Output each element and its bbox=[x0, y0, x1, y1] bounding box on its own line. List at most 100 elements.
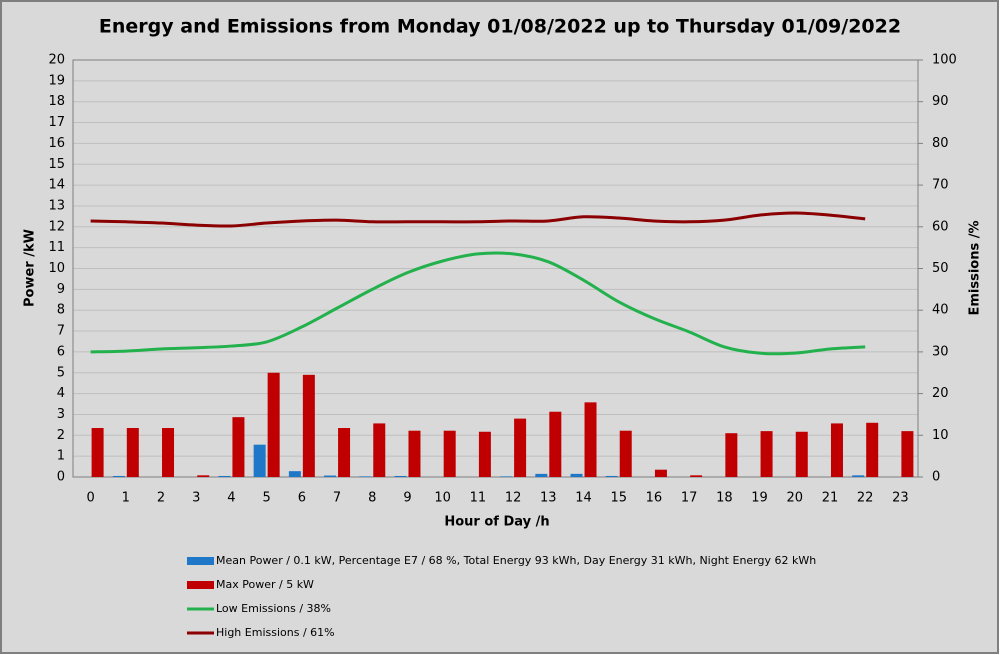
y2-tick-label: 10 bbox=[932, 428, 949, 443]
bar bbox=[443, 430, 456, 477]
y-tick-label: 20 bbox=[48, 53, 65, 68]
y-tick-label: 19 bbox=[48, 73, 65, 88]
y-tick-label: 13 bbox=[48, 198, 65, 213]
bar bbox=[232, 417, 245, 477]
bar bbox=[324, 475, 337, 477]
bar bbox=[901, 431, 914, 477]
y-tick-label: 11 bbox=[48, 240, 65, 255]
x-tick-label: 12 bbox=[505, 491, 522, 506]
y2-tick-label: 70 bbox=[932, 178, 949, 193]
bar bbox=[795, 431, 808, 477]
y2-tick-label: 60 bbox=[932, 219, 949, 234]
bar bbox=[218, 475, 231, 477]
y2-tick-label: 30 bbox=[932, 344, 949, 359]
y-tick-label: 10 bbox=[48, 261, 65, 276]
bar bbox=[500, 476, 513, 477]
bar bbox=[126, 428, 139, 477]
bar bbox=[253, 444, 266, 477]
y2-tick-label: 20 bbox=[932, 386, 949, 401]
x-tick-label: 1 bbox=[122, 491, 130, 506]
y-tick-label: 2 bbox=[57, 428, 65, 443]
bar bbox=[162, 428, 175, 477]
bar bbox=[394, 475, 407, 477]
y2-tick-label: 0 bbox=[932, 470, 940, 485]
x-tick-label: 19 bbox=[751, 491, 768, 506]
y2-tick-label: 90 bbox=[932, 94, 949, 109]
x-tick-label: 15 bbox=[610, 491, 627, 506]
bar bbox=[535, 473, 548, 477]
bar bbox=[605, 475, 618, 477]
x-axis-title: Hour of Day /h bbox=[444, 515, 549, 530]
bar bbox=[584, 402, 597, 477]
legend-swatch bbox=[187, 581, 214, 589]
y-tick-label: 6 bbox=[57, 344, 65, 359]
bar bbox=[514, 418, 527, 477]
y-tick-label: 8 bbox=[57, 303, 65, 318]
y-axis-title: Power /kW bbox=[23, 229, 38, 307]
bar bbox=[760, 431, 773, 477]
x-tick-label: 14 bbox=[575, 491, 592, 506]
x-tick-label: 18 bbox=[716, 491, 733, 506]
bar bbox=[197, 475, 210, 477]
x-tick-label: 10 bbox=[434, 491, 451, 506]
y2-axis-title: Emissions /% bbox=[968, 220, 983, 315]
legend-label: Mean Power / 0.1 kW, Percentage E7 / 68 … bbox=[216, 554, 816, 567]
y-tick-label: 7 bbox=[57, 324, 65, 339]
bar bbox=[338, 428, 351, 477]
bar bbox=[112, 475, 125, 477]
bar bbox=[830, 423, 843, 477]
bar bbox=[408, 430, 421, 477]
bar bbox=[690, 475, 703, 477]
y2-tick-label: 80 bbox=[932, 136, 949, 151]
bar bbox=[302, 374, 315, 477]
y2-tick-label: 40 bbox=[932, 303, 949, 318]
legend-swatch bbox=[187, 557, 214, 565]
x-tick-label: 22 bbox=[857, 491, 874, 506]
x-tick-label: 9 bbox=[403, 491, 411, 506]
plot-frame bbox=[72, 59, 919, 478]
x-tick-label: 2 bbox=[157, 491, 165, 506]
x-tick-label: 21 bbox=[822, 491, 839, 506]
y-tick-label: 16 bbox=[48, 136, 65, 151]
x-tick-label: 6 bbox=[298, 491, 306, 506]
y-tick-label: 1 bbox=[57, 449, 65, 464]
x-tick-label: 23 bbox=[892, 491, 909, 506]
y-tick-label: 12 bbox=[48, 219, 65, 234]
bar bbox=[725, 433, 738, 477]
y-tick-label: 17 bbox=[48, 115, 65, 130]
legend-label: Max Power / 5 kW bbox=[216, 578, 314, 591]
bar bbox=[570, 473, 583, 477]
bar bbox=[619, 430, 632, 477]
y-tick-label: 18 bbox=[48, 94, 65, 109]
y-tick-label: 4 bbox=[57, 386, 65, 401]
y-tick-label: 9 bbox=[57, 282, 65, 297]
x-tick-label: 5 bbox=[263, 491, 271, 506]
y2-tick-label: 100 bbox=[932, 53, 957, 68]
legend-label: Low Emissions / 38% bbox=[216, 602, 331, 615]
bar bbox=[267, 372, 280, 477]
bar bbox=[373, 423, 386, 477]
y-tick-label: 0 bbox=[57, 470, 65, 485]
y-tick-label: 14 bbox=[48, 178, 65, 193]
chart-title: Energy and Emissions from Monday 01/08/2… bbox=[99, 16, 901, 38]
x-tick-label: 16 bbox=[646, 491, 663, 506]
bar bbox=[288, 471, 301, 477]
x-tick-label: 20 bbox=[786, 491, 803, 506]
x-tick-label: 11 bbox=[470, 491, 487, 506]
y-tick-label: 3 bbox=[57, 407, 65, 422]
bar bbox=[654, 469, 667, 477]
x-tick-label: 3 bbox=[192, 491, 200, 506]
bar bbox=[866, 422, 879, 477]
x-tick-label: 8 bbox=[368, 491, 376, 506]
bar bbox=[359, 476, 372, 477]
x-tick-label: 17 bbox=[681, 491, 698, 506]
bar bbox=[549, 411, 562, 477]
y-tick-label: 5 bbox=[57, 365, 65, 380]
x-tick-label: 13 bbox=[540, 491, 557, 506]
x-tick-label: 7 bbox=[333, 491, 341, 506]
line bbox=[90, 211, 866, 228]
y2-tick-label: 50 bbox=[932, 261, 949, 276]
x-tick-label: 0 bbox=[86, 491, 94, 506]
legend-label: High Emissions / 61% bbox=[216, 626, 335, 639]
